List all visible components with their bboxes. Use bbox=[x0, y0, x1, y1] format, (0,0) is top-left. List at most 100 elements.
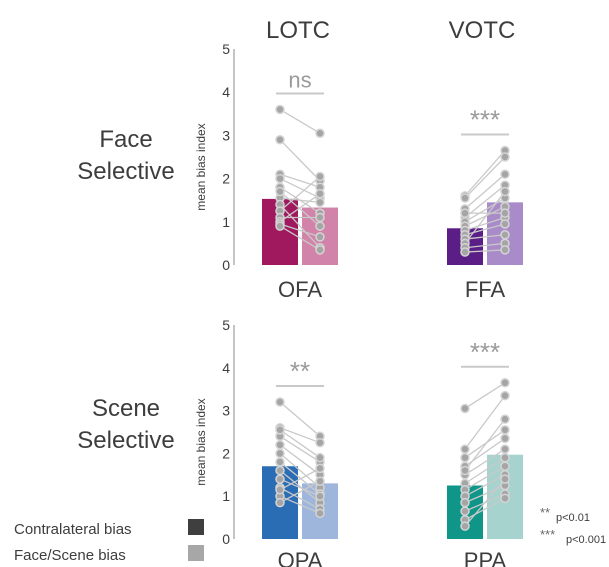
subject-line bbox=[279, 429, 321, 459]
subject-point bbox=[500, 390, 510, 401]
subject-line bbox=[279, 478, 321, 497]
subject-line bbox=[279, 487, 321, 510]
subject-line bbox=[464, 448, 506, 476]
subject-line bbox=[464, 418, 506, 471]
column-header-lotc: LOTC bbox=[266, 17, 330, 44]
subject-line bbox=[464, 465, 506, 491]
subject-line bbox=[464, 184, 506, 218]
subject-point bbox=[275, 104, 285, 115]
subject-point bbox=[500, 493, 510, 504]
panel-ffa: *** FFA bbox=[447, 105, 523, 302]
subject-point bbox=[500, 219, 510, 229]
subject-line bbox=[279, 427, 321, 444]
region-label: FFA bbox=[465, 277, 506, 302]
subject-line bbox=[464, 497, 506, 521]
subject-point bbox=[275, 485, 285, 495]
significance-key-label-2: p<0.001 bbox=[566, 534, 606, 546]
subject-line bbox=[464, 382, 506, 410]
region-label: OFA bbox=[278, 277, 322, 302]
row-label-face-line1: Face bbox=[99, 126, 152, 153]
subject-line bbox=[464, 242, 506, 249]
significance-key-stars-1: ** bbox=[540, 505, 550, 520]
y-tick-label: 4 bbox=[222, 84, 230, 100]
subject-point bbox=[460, 444, 470, 454]
subject-line bbox=[279, 197, 321, 204]
subject-point bbox=[275, 448, 285, 459]
legend-swatch-face-scene bbox=[188, 545, 204, 561]
subject-point bbox=[500, 186, 510, 197]
subject-point bbox=[500, 169, 510, 180]
significance-label: *** bbox=[470, 337, 500, 367]
subject-line bbox=[279, 444, 321, 476]
row-label-face-line2: Selective bbox=[77, 158, 174, 185]
subject-line bbox=[464, 478, 506, 527]
subject-point bbox=[275, 497, 285, 508]
y-tick-label: 3 bbox=[222, 127, 230, 143]
subject-point bbox=[315, 476, 325, 486]
y-tick-label: 5 bbox=[222, 317, 230, 333]
subject-point bbox=[460, 403, 470, 414]
subject-point bbox=[275, 465, 285, 476]
subject-line bbox=[464, 223, 506, 236]
y-tick-label: 0 bbox=[222, 257, 230, 273]
row-label-scene-line2: Selective bbox=[77, 427, 174, 454]
significance-label: ** bbox=[290, 356, 310, 386]
subject-line bbox=[279, 470, 321, 504]
subject-point bbox=[460, 208, 470, 218]
subject-line bbox=[279, 178, 321, 199]
subject-point bbox=[275, 134, 285, 145]
panel-ppa: *** PPA bbox=[447, 337, 523, 567]
subject-line bbox=[279, 173, 321, 188]
subject-point bbox=[315, 188, 325, 199]
subject-point bbox=[500, 444, 510, 454]
subject-point bbox=[315, 212, 325, 223]
subject-line bbox=[279, 175, 321, 212]
legend-label-face-scene: Face/Scene bias bbox=[14, 547, 126, 564]
subject-line bbox=[279, 191, 321, 227]
y-tick-label: 4 bbox=[222, 360, 230, 376]
y-tick-label: 1 bbox=[222, 488, 230, 504]
subject-point bbox=[275, 425, 285, 435]
y-tick-label: 3 bbox=[222, 403, 230, 419]
subject-point bbox=[275, 457, 285, 467]
subject-point bbox=[315, 128, 325, 138]
subject-point bbox=[275, 186, 285, 197]
subject-point bbox=[500, 425, 510, 435]
subject-point bbox=[500, 452, 510, 463]
subject-line bbox=[464, 474, 506, 497]
subject-point bbox=[460, 521, 470, 531]
subject-line bbox=[279, 435, 321, 463]
subject-point bbox=[315, 508, 325, 519]
panel-ofa: 0 1 2 3 4 5 mean bias index ns OFA bbox=[194, 41, 338, 302]
subject-line bbox=[464, 156, 506, 199]
y-axis-label: mean bias index bbox=[194, 123, 208, 210]
subject-line bbox=[279, 223, 321, 238]
subject-line bbox=[279, 225, 321, 251]
subject-point bbox=[500, 208, 510, 218]
y-tick-label: 0 bbox=[222, 531, 230, 547]
row-label-scene-line1: Scene bbox=[92, 395, 160, 422]
subject-line bbox=[279, 193, 321, 223]
subject-line bbox=[279, 401, 321, 437]
subject-line bbox=[464, 197, 506, 223]
subject-line bbox=[464, 206, 506, 227]
significance-label: ns bbox=[288, 67, 311, 92]
subject-point bbox=[500, 152, 510, 162]
subject-line bbox=[279, 204, 321, 249]
subject-point bbox=[315, 437, 325, 448]
significance-key-label-1: p<0.01 bbox=[556, 512, 590, 524]
subject-line bbox=[464, 191, 506, 244]
subject-point bbox=[500, 378, 510, 388]
subject-point bbox=[500, 474, 510, 484]
subject-line bbox=[464, 173, 506, 210]
subject-line bbox=[464, 457, 506, 484]
subject-point bbox=[315, 221, 325, 231]
subject-point bbox=[275, 440, 285, 450]
subject-point bbox=[460, 465, 470, 476]
subject-line bbox=[464, 150, 506, 197]
subject-point bbox=[460, 452, 470, 463]
panel-opa: 0 1 2 3 4 5 mean bias index ** OPA bbox=[194, 317, 338, 567]
subject-point bbox=[315, 171, 325, 182]
subject-point bbox=[315, 463, 325, 474]
